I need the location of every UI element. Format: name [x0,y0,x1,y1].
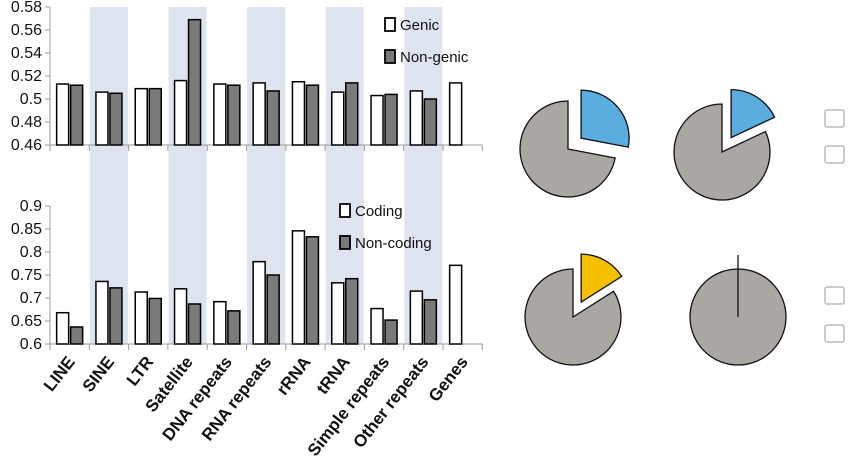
y-tick-label: 0.48 [11,114,42,131]
pie-slice [580,253,623,304]
bar [109,287,123,345]
y-tick-label: 0.56 [11,22,42,39]
pie-legend-box [824,109,845,128]
y-tick-label: 0.7 [20,290,42,307]
bar [55,311,70,345]
legend-swatch [339,235,351,250]
bar [423,98,438,146]
y-tick-label: 0.8 [20,244,42,261]
pie-chart [519,89,630,198]
pie-legend-box [824,145,845,164]
bar [370,307,384,345]
bar [187,303,202,345]
bar [69,84,84,146]
pie-legend-box [824,286,845,305]
legend-swatch [384,49,396,64]
category-label: rRNA [273,353,315,399]
bar [227,310,241,345]
bar [173,79,188,146]
bar [291,230,306,345]
bar [448,264,463,345]
y-tick-label: 0.54 [11,45,42,62]
bar [331,91,345,146]
bar [252,82,266,146]
legend-label: Non-coding [355,235,432,252]
bar [305,236,320,345]
bottom-bar-chart: 0.6 0.65 0.7 0.75 0.8 0.85 0.9 Coding Non-coding [11,198,483,353]
pie-slice [673,103,771,201]
category-label: SINE [79,353,118,396]
y-tick-label: 0.75 [11,267,42,284]
bar [331,282,345,345]
bar [448,82,463,146]
bar [266,274,280,345]
legend-swatch [339,203,351,218]
category-label: Genes [425,353,472,406]
y-tick-label: 0.65 [11,313,42,330]
bar [409,290,424,345]
pie-chart [689,255,787,366]
pie-slice [524,268,622,366]
bar [227,84,241,146]
bar [345,82,359,146]
category-label: LTR [123,353,158,390]
bar [95,280,109,345]
bar [134,291,148,345]
pie-legend-boxes [824,109,845,343]
pie-slice [519,100,616,198]
bar [134,87,148,146]
y-tick-label: 0.46 [11,137,42,154]
y-tick-label: 0.5 [20,91,42,108]
top-bar-chart: 0.46 0.48 0.5 0.52 0.54 0.56 0.58 Genic Non-geni… [11,0,483,154]
bar [345,277,359,345]
bar [423,299,438,345]
bar [148,87,162,146]
legend-swatch [384,17,396,32]
pie-slice [580,89,630,148]
bar [173,288,188,345]
bar [291,81,306,146]
bar [252,260,266,345]
bar [213,83,227,146]
bar [384,319,398,345]
bar [69,326,84,345]
y-tick-label: 0.9 [20,198,42,215]
y-tick-label: 0.52 [11,68,42,85]
bar [148,297,162,345]
legend-label: Coding [355,203,403,220]
category-label: LINE [40,353,79,395]
bar [305,84,320,146]
band-shade [404,7,443,344]
pie-legend-box [824,324,845,343]
bar [266,90,280,146]
pie-slice [730,88,776,139]
bar [109,92,123,146]
y-tick-label: 0.58 [11,0,42,16]
bar [55,83,70,146]
legend-label: Non-genic [400,49,469,66]
bar [213,300,227,345]
bar [384,93,398,146]
pie-charts [519,88,787,366]
bar [370,94,384,146]
bar [95,91,109,146]
y-tick-label: 0.85 [11,221,42,238]
pie-chart [673,88,776,201]
pie-chart [524,253,623,366]
bar [187,18,202,146]
legend-label: Genic [400,17,440,34]
y-tick-label: 0.6 [20,336,42,353]
bar [409,90,424,146]
